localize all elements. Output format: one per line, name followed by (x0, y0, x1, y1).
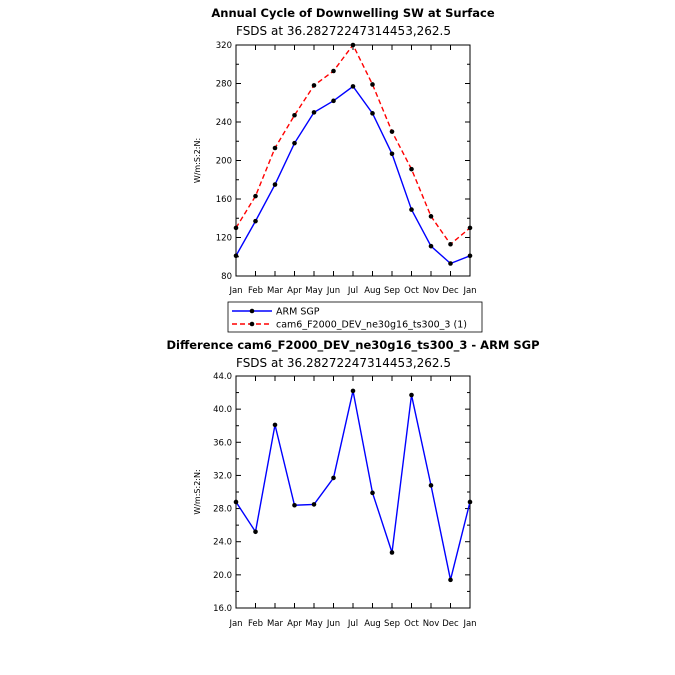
data-point (389, 129, 395, 134)
legend-label: ARM SGP (276, 307, 320, 318)
y-tick-label: 32.0 (213, 471, 232, 481)
data-point (350, 388, 356, 394)
x-tick-label: Oct (404, 286, 419, 296)
data-point (389, 151, 395, 157)
data-point (467, 225, 473, 231)
y-axis-label: W/m:S:2:N: (193, 469, 202, 514)
data-point (350, 84, 356, 89)
x-tick-label: Nov (423, 619, 440, 629)
y-tick-label: 28.0 (213, 505, 232, 515)
y-tick-label: 320 (216, 41, 232, 51)
x-tick-label: Sep (384, 619, 400, 629)
x-tick-label: Jan (462, 619, 476, 629)
y-tick-label: 80 (221, 272, 232, 282)
data-point (331, 68, 336, 74)
data-point (448, 241, 453, 247)
data-point (467, 499, 473, 505)
data-point (233, 225, 239, 231)
x-tick-label: Dec (442, 286, 459, 296)
legend-box (227, 301, 483, 333)
y-tick-label: 280 (216, 80, 232, 90)
data-point (370, 490, 375, 496)
chart-panel-2: Difference cam6_F2000_DEV_ne30g16_ts300_… (166, 338, 539, 629)
x-tick-label: Apr (287, 619, 302, 629)
data-point (292, 502, 297, 508)
data-point (370, 82, 375, 87)
data-point (370, 111, 375, 116)
data-point (331, 475, 336, 481)
x-tick-label: May (305, 619, 323, 629)
chart-panel-1: Annual Cycle of Downwelling SW at Surfac… (193, 6, 495, 333)
x-tick-label: Jun (326, 286, 340, 296)
x-tick-label: Jul (347, 286, 358, 296)
chart-subtitle: FSDS at 36.28272247314453,262.5 (236, 356, 451, 370)
data-point (331, 98, 336, 104)
data-point (467, 253, 473, 259)
plot-frame (235, 375, 471, 609)
series-line-1 (235, 85, 471, 265)
x-tick-label: Nov (423, 286, 440, 296)
y-tick-label: 40.0 (213, 405, 232, 415)
chart-title: Annual Cycle of Downwelling SW at Surfac… (211, 6, 494, 20)
data-point (409, 392, 414, 398)
x-tick-label: Oct (404, 619, 419, 629)
data-point (233, 499, 239, 505)
legend-marker (249, 321, 255, 327)
data-point (428, 483, 434, 488)
y-tick-label: 160 (216, 195, 232, 205)
x-tick-label: Jul (347, 619, 358, 629)
data-point (253, 218, 258, 224)
y-tick-label: 36.0 (213, 438, 232, 448)
data-point (292, 140, 297, 146)
y-tick-label: 16.0 (213, 604, 232, 614)
y-tick-label: 240 (216, 118, 232, 128)
series-line-2 (235, 43, 471, 246)
data-point (448, 261, 453, 266)
chart-subtitle: FSDS at 36.28272247314453,262.5 (236, 24, 451, 38)
y-tick-label: 200 (216, 157, 232, 167)
legend-label: cam6_F2000_DEV_ne30g16_ts300_3 (1) (276, 320, 467, 331)
y-tick-label: 20.0 (213, 571, 232, 581)
data-point (272, 422, 278, 428)
y-tick-label: 120 (216, 234, 232, 244)
x-tick-label: May (305, 286, 323, 296)
x-tick-label: Feb (248, 286, 263, 296)
x-tick-label: Jun (326, 619, 340, 629)
data-point (389, 550, 395, 555)
x-tick-label: Aug (364, 286, 381, 296)
y-tick-label: 44.0 (213, 372, 232, 382)
y-axis-label: W/m:S:2:N: (193, 138, 202, 183)
data-point (448, 577, 453, 583)
data-point (311, 110, 317, 115)
data-point (428, 214, 434, 219)
data-point (409, 207, 414, 212)
data-point (292, 112, 297, 118)
plot-frame (235, 44, 471, 277)
x-tick-label: Feb (248, 619, 263, 629)
legend-marker (249, 308, 255, 314)
x-tick-label: Dec (442, 619, 459, 629)
y-tick-label: 24.0 (213, 538, 232, 548)
chart-title: Difference cam6_F2000_DEV_ne30g16_ts300_… (166, 338, 539, 353)
data-point (311, 502, 317, 507)
x-tick-label: Apr (287, 286, 302, 296)
x-tick-label: Sep (384, 286, 400, 296)
x-tick-label: Mar (267, 619, 284, 629)
data-point (272, 182, 278, 187)
x-tick-label: Jan (228, 619, 242, 629)
data-point (253, 529, 258, 535)
x-tick-label: Jan (228, 286, 242, 296)
data-point (311, 83, 317, 88)
data-point (409, 166, 414, 172)
data-point (253, 193, 258, 199)
x-tick-label: Jan (462, 286, 476, 296)
data-point (272, 145, 278, 151)
x-tick-label: Aug (364, 619, 381, 629)
series-line-1 (235, 390, 471, 580)
data-point (428, 243, 434, 249)
data-point (350, 42, 356, 48)
x-tick-label: Mar (267, 286, 284, 296)
data-point (233, 253, 239, 259)
